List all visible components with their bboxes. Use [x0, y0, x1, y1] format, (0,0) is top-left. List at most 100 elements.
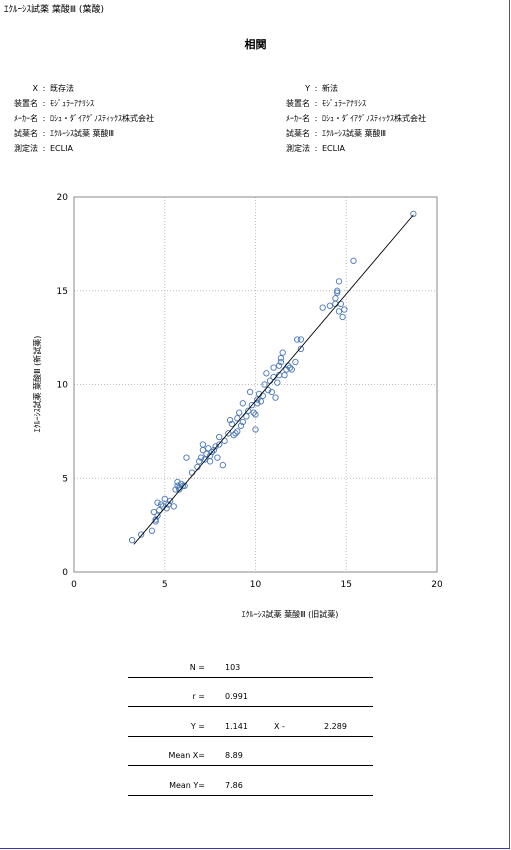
data-point: [297, 345, 305, 353]
y-tick-label: 0: [62, 568, 68, 578]
stat-row-regression: Y = 1.141 X - 2.289: [128, 707, 373, 737]
data-point: [334, 289, 341, 296]
data-point-layer: [128, 210, 417, 544]
x-axis-title: ｴｸﾙｰｼｽ試薬 葉酸Ⅲ (旧試薬): [242, 609, 339, 619]
y-maker-label: ﾒｰｶｰ名: [286, 114, 310, 123]
y-device-row: 装置名: ﾓｼﾞｭﾗｰｱﾅﾘｼｽ: [282, 96, 426, 111]
data-point: [188, 469, 196, 476]
y-method-info: Y: 新法 装置名: ﾓｼﾞｭﾗｰｱﾅﾘｼｽ ﾒｰｶｰ名: ﾛｼｭ・ﾀﾞｲｱｸﾞﾉｽﾃ…: [282, 81, 426, 156]
data-point: [138, 531, 145, 538]
data-point: [294, 336, 301, 343]
data-point: [297, 336, 305, 343]
y-device-value: ﾓｼﾞｭﾗｰｱﾅﾘｼｽ: [322, 99, 366, 108]
data-point: [254, 400, 261, 407]
stat-r-label: r =: [192, 692, 205, 701]
data-point: [236, 409, 243, 416]
data-point: [216, 441, 223, 448]
data-point: [239, 400, 246, 407]
x-axis-label: X: [32, 84, 38, 93]
y-tick-label: 15: [57, 287, 68, 297]
x-tick-label: 15: [341, 580, 352, 590]
stat-row-r: r = 0.991: [128, 678, 373, 707]
data-point: [246, 388, 254, 396]
data-point: [252, 426, 259, 433]
stat-x-label: X -: [274, 721, 285, 731]
stat-mean-y-label: Mean Y=: [169, 780, 205, 790]
data-point: [410, 210, 417, 218]
data-point: [335, 278, 343, 285]
data-point: [167, 497, 174, 504]
y-tick-label: 20: [57, 193, 69, 203]
stat-slope-value: 1.141: [225, 721, 248, 731]
regression-line: [133, 214, 414, 545]
y-reagent-label: 試薬名: [286, 129, 310, 138]
data-point: [212, 443, 219, 450]
y-tick-label: 10: [57, 381, 69, 391]
data-point: [181, 482, 188, 489]
data-point: [197, 454, 205, 461]
data-point: [277, 355, 285, 362]
x-method-value: ECLIA: [50, 144, 73, 153]
data-point: [319, 304, 326, 311]
stat-intercept-value: 2.289: [324, 721, 347, 731]
x-device-value: ﾓｼﾞｭﾗｰｱﾅﾘｼｽ: [50, 99, 94, 108]
data-point: [286, 364, 294, 371]
data-point: [196, 458, 203, 465]
data-point: [225, 430, 232, 437]
data-point: [250, 409, 257, 416]
data-point: [216, 433, 223, 441]
data-point: [292, 358, 299, 366]
x-axis-value: 既存法: [50, 84, 74, 93]
data-point: [263, 370, 270, 377]
plot-area: [73, 196, 438, 573]
data-point: [257, 398, 265, 405]
data-point: [174, 478, 181, 486]
tick-label-layer: 0 5 10 15 20 0 5 10 15 20: [57, 193, 443, 590]
data-point: [281, 371, 288, 379]
data-point: [275, 362, 283, 369]
data-point: [334, 287, 341, 294]
data-point: [274, 379, 281, 386]
document-title: ｴｸﾙｰｼｽ試薬 葉酸Ⅲ (葉酸): [4, 5, 104, 15]
data-point: [208, 448, 216, 456]
x-tick-label: 0: [71, 580, 77, 590]
y-method-label: 測定法: [286, 144, 310, 153]
data-point: [154, 512, 161, 519]
stat-r-value: 0.991: [225, 692, 248, 701]
data-point: [157, 501, 165, 508]
statistics-table: N = 103 r = 0.991 Y = 1.141 X - 2.289 Me…: [128, 648, 373, 796]
x-maker-label: ﾒｰｶｰ名: [14, 114, 38, 123]
data-point: [219, 461, 226, 469]
data-point: [221, 437, 228, 444]
stat-row-mean-x: Mean X= 8.89: [128, 737, 373, 766]
data-point: [128, 536, 136, 544]
y-tick-label: 5: [62, 474, 68, 484]
x-tick-label: 20: [431, 580, 443, 590]
data-point: [179, 482, 187, 489]
data-point: [248, 401, 256, 409]
data-point: [268, 388, 275, 396]
x-maker-row: ﾒｰｶｰ名: ﾛｼｭ・ﾀﾞｲｱｸﾞﾉｽﾃｨｯｸｽ株式会社: [10, 111, 154, 126]
y-maker-row: ﾒｰｶｰ名: ﾛｼｭ・ﾀﾞｲｱｸﾞﾉｽﾃｨｯｸｽ株式会社: [282, 111, 426, 126]
data-point: [148, 527, 156, 534]
data-point: [205, 445, 212, 452]
data-point: [165, 501, 172, 508]
scatter-chart: 0 5 10 15 20 0 5 10 15 20 ｴｸﾙｰｼｽ試薬 葉酸Ⅲ (旧試薬) ｴｸﾙｰ…: [32, 193, 443, 619]
data-point: [254, 396, 261, 403]
x-tick-label: 10: [250, 580, 262, 590]
data-point: [261, 381, 268, 388]
x-reagent-value: ｴｸﾙｰｼｽ試薬 葉酸Ⅲ: [50, 129, 115, 138]
data-point: [335, 308, 343, 315]
y-method-value: ECLIA: [322, 144, 345, 153]
data-point: [350, 257, 357, 264]
data-point: [226, 416, 234, 424]
x-method-info: X: 既存法 装置名: ﾓｼﾞｭﾗｰｱﾅﾘｼｽ ﾒｰｶｰ名: ﾛｼｭ・ﾀﾞｲｱｸﾞﾉｽ…: [10, 81, 154, 156]
y-axis-value: 新法: [322, 84, 338, 93]
data-point: [176, 486, 183, 493]
stat-mean-y-value: 7.86: [225, 780, 243, 790]
data-point: [177, 480, 185, 488]
data-point: [277, 358, 285, 366]
data-point: [172, 486, 179, 493]
y-axis-row: Y: 新法: [282, 81, 426, 96]
stat-n-label: N =: [189, 662, 205, 672]
